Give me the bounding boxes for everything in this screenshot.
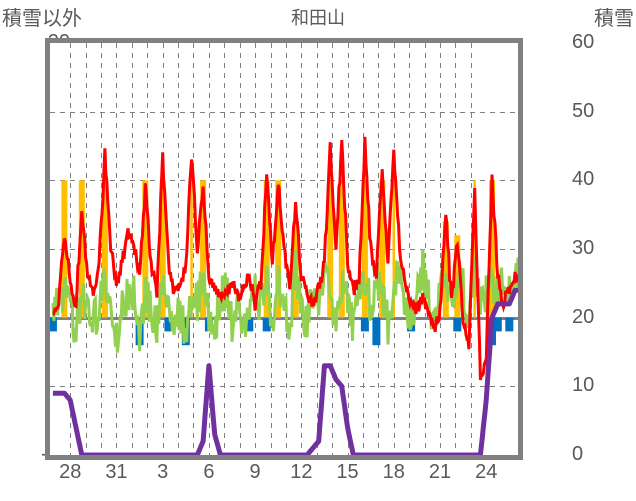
orange-bar [489, 180, 495, 318]
y-tick-right-6: 0 [572, 443, 584, 465]
x-tick-3: 6 [203, 461, 215, 483]
right-axis-title: 積雪 [594, 8, 634, 30]
orange-bar [275, 180, 282, 318]
orange-bar [392, 180, 395, 318]
blue-bar [453, 317, 462, 332]
y-tick-right-0: 60 [572, 31, 595, 53]
x-tick-4: 9 [249, 461, 261, 483]
blue-bar [164, 317, 173, 332]
x-tick-8: 21 [428, 461, 452, 483]
blue-bar [493, 317, 502, 332]
orange-bar [200, 180, 207, 318]
y-tick-right-2: 40 [572, 168, 595, 191]
blue-bar [360, 317, 369, 332]
x-tick-6: 15 [336, 461, 359, 483]
orange-bar [473, 180, 476, 318]
orange-bar [361, 180, 368, 318]
x-tick-2: 3 [157, 461, 169, 483]
y-tick-right-5: 10 [572, 374, 595, 397]
blue-bar [245, 317, 254, 332]
page-title: 和田山 [291, 8, 345, 28]
orange-bar [101, 180, 108, 318]
orange-bar [327, 180, 334, 318]
x-tick-7: 18 [382, 461, 405, 483]
blue-bar [262, 317, 271, 332]
orange-bar [78, 180, 85, 318]
orange-bar [263, 180, 270, 318]
y-tick-right-4: 20 [572, 305, 595, 328]
y-tick-right-3: 30 [572, 237, 595, 259]
blue-bar [372, 317, 381, 346]
blue-bar [505, 317, 514, 332]
y-tick-right-1: 50 [572, 99, 595, 122]
orange-bar [442, 221, 449, 318]
blue-bar [50, 317, 57, 332]
plot-canvas [50, 43, 518, 455]
orange-bar [142, 180, 149, 318]
orange-bar [338, 180, 345, 318]
x-tick-5: 12 [290, 461, 313, 483]
x-tick-0: 28 [59, 461, 82, 483]
plot-area [45, 38, 523, 460]
x-tick-9: 24 [475, 461, 498, 483]
orange-bar [379, 180, 386, 318]
x-tick-1: 31 [105, 461, 128, 483]
chart-svg [50, 43, 518, 455]
red-series [52, 136, 518, 381]
left-axis-title: 積雪以外 [2, 8, 82, 30]
orange-bar [159, 180, 166, 318]
orange-bar [190, 180, 193, 318]
